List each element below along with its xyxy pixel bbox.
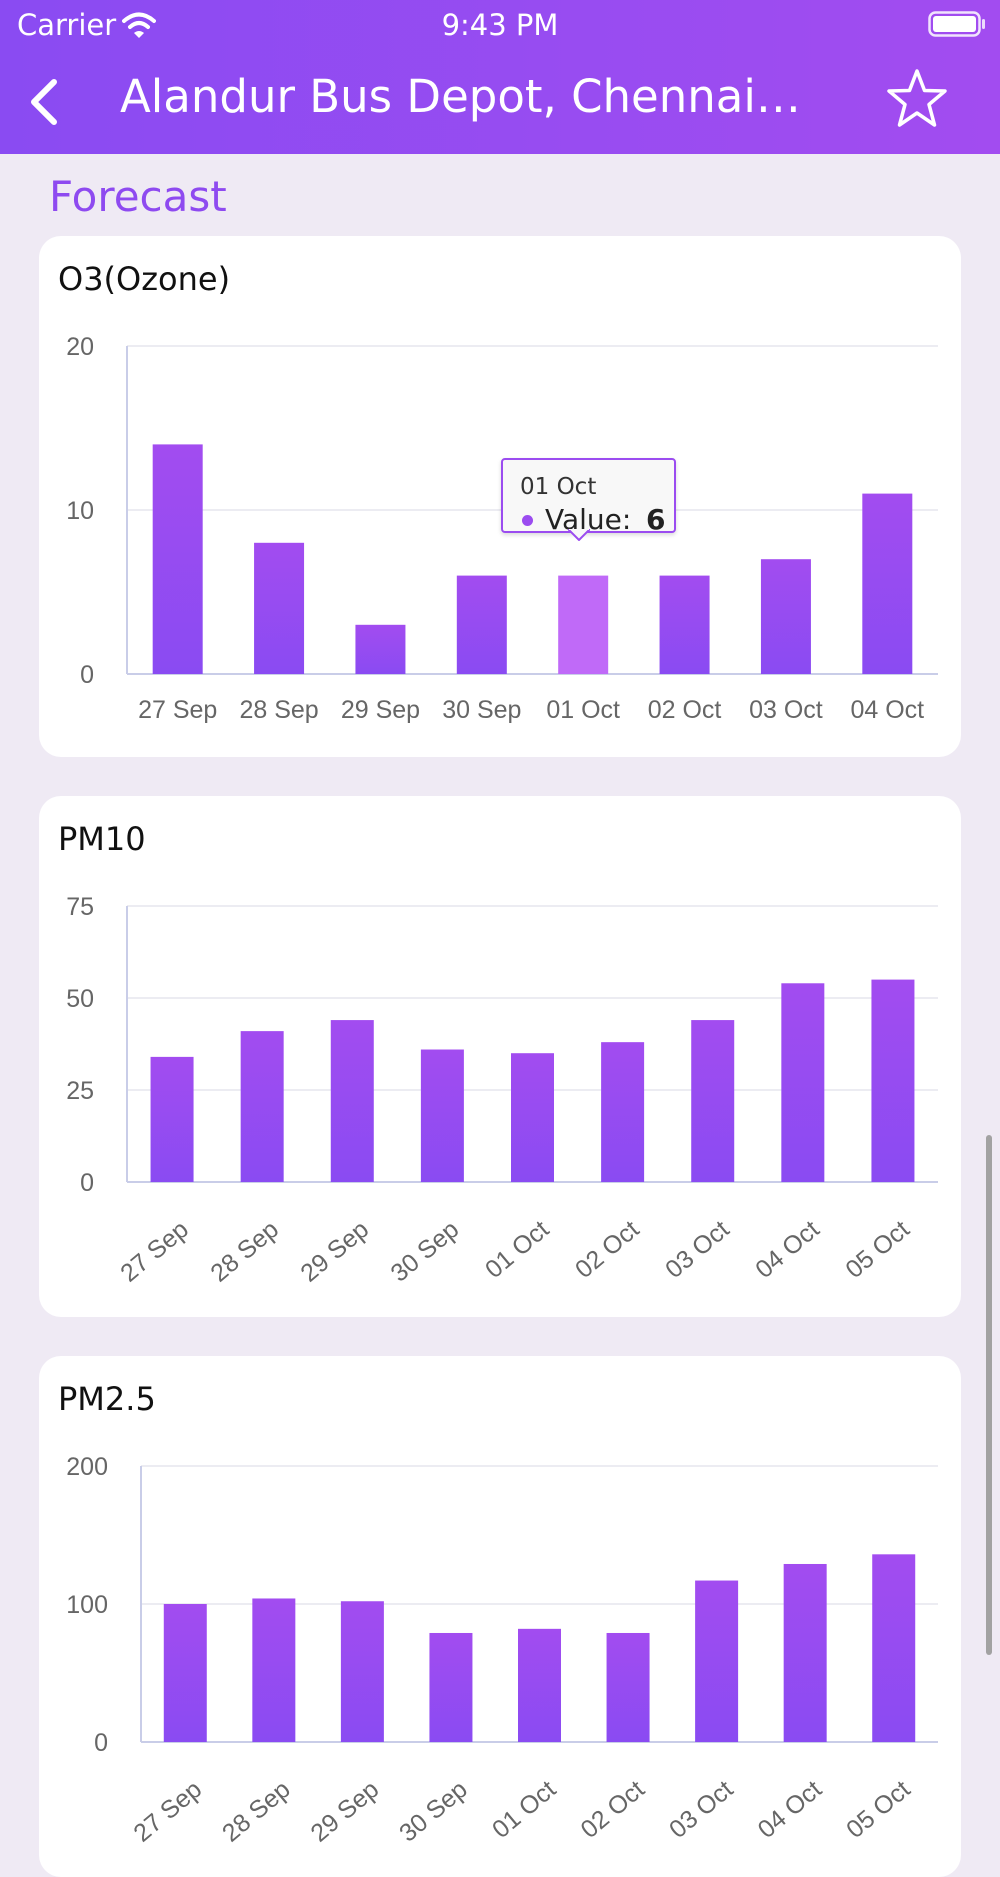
section-title: Forecast <box>49 172 227 221</box>
x-tick-label: 29 Sep <box>306 1775 385 1847</box>
y-tick-label: 0 <box>80 661 94 689</box>
tooltip-value: 6 <box>646 503 666 536</box>
x-tick-label: 03 Oct <box>749 696 823 724</box>
chart-card-o3: O3(Ozone) 0 10 20 27 Sep 28 Sep 29 Sep 30 Sep 0… <box>39 236 961 757</box>
bar[interactable] <box>252 1598 296 1742</box>
chart-tooltip: 01 Oct Value: 6 <box>501 458 676 536</box>
y-tick-label: 200 <box>66 1453 108 1481</box>
x-tick-label: 02 Oct <box>575 1775 649 1844</box>
bar[interactable] <box>150 1056 194 1182</box>
y-tick-label: 10 <box>66 497 94 525</box>
bar[interactable] <box>518 1628 561 1742</box>
y-tick-label: 0 <box>80 1169 94 1197</box>
page-title: Alandur Bus Depot, Chennai,… <box>120 70 810 123</box>
status-bar: Carrier 9:43 PM <box>0 0 1000 50</box>
chart-card-pm25: PM2.5 0 100 200 27 Sep 28 Sep 29 Sep 30 Sep 01 … <box>39 1356 961 1877</box>
x-tick-label: 29 Sep <box>295 1215 374 1287</box>
bar[interactable] <box>601 1042 645 1182</box>
x-tick-label: 28 Sep <box>217 1775 296 1847</box>
tooltip-pointer <box>568 529 590 541</box>
bar[interactable] <box>781 983 825 1182</box>
x-tick-label: 01 Oct <box>546 696 620 724</box>
favorite-button[interactable] <box>884 66 950 132</box>
x-tick-label: 30 Sep <box>386 1215 465 1287</box>
bar[interactable] <box>152 444 203 674</box>
bar[interactable] <box>163 1604 207 1742</box>
bar[interactable] <box>695 1580 739 1742</box>
chart-title: PM10 <box>58 820 146 858</box>
x-tick-label: 04 Oct <box>850 696 924 724</box>
scrollbar[interactable] <box>986 1135 992 1655</box>
x-tick-label: 02 Oct <box>570 1215 644 1284</box>
tooltip-date: 01 Oct <box>520 474 597 500</box>
x-tick-label: 01 Oct <box>480 1215 554 1284</box>
x-tick-label: 30 Sep <box>394 1775 473 1847</box>
y-tick-label: 20 <box>66 333 94 361</box>
bar[interactable] <box>558 575 609 674</box>
y-tick-label: 25 <box>66 1077 94 1105</box>
x-tick-label: 05 Oct <box>841 1775 915 1844</box>
bar[interactable] <box>254 542 305 674</box>
x-tick-label: 28 Sep <box>239 696 318 724</box>
o3-bar-chart: 0 10 20 27 Sep 28 Sep 29 Sep 30 Sep 01 Oct 02 Oc… <box>66 333 938 724</box>
y-tick-label: 75 <box>66 893 94 921</box>
y-tick-label: 0 <box>94 1729 108 1757</box>
x-tick-label: 27 Sep <box>138 696 217 724</box>
pm25-bar-chart: 0 100 200 27 Sep 28 Sep 29 Sep 30 Sep 01 Oct 02 … <box>66 1453 938 1848</box>
bar[interactable] <box>330 1020 374 1182</box>
bar[interactable] <box>760 559 811 674</box>
x-tick-label: 03 Oct <box>660 1215 734 1284</box>
bar[interactable] <box>659 575 710 674</box>
x-tick-label: 30 Sep <box>442 696 521 724</box>
pm10-bar-chart: 0 25 50 75 27 Sep 28 Sep 29 Sep 30 Sep 01 Oct 02 … <box>66 893 938 1288</box>
bar[interactable] <box>340 1601 384 1742</box>
chart-title: O3(Ozone) <box>58 260 231 298</box>
bar[interactable] <box>871 979 915 1182</box>
wifi-icon <box>122 12 156 38</box>
bar[interactable] <box>783 1563 827 1742</box>
star-outline-icon <box>887 69 947 127</box>
y-tick-label: 50 <box>66 985 94 1013</box>
chevron-left-icon <box>31 79 57 125</box>
x-tick-label: 28 Sep <box>205 1215 284 1287</box>
bar[interactable] <box>429 1632 473 1742</box>
app-header: Carrier 9:43 PM Alandur Bus Depot, Chenn… <box>0 0 1000 154</box>
carrier-label: Carrier <box>17 8 117 42</box>
battery-icon <box>928 11 985 37</box>
x-tick-label: 27 Sep <box>115 1215 194 1287</box>
y-tick-label: 100 <box>66 1591 108 1619</box>
tooltip-series-dot <box>522 515 533 526</box>
bar[interactable] <box>691 1020 735 1182</box>
bar[interactable] <box>606 1632 650 1742</box>
x-tick-label: 27 Sep <box>128 1775 207 1847</box>
x-tick-label: 05 Oct <box>840 1215 914 1284</box>
bar[interactable] <box>862 493 913 674</box>
back-button[interactable] <box>24 74 74 130</box>
bar[interactable] <box>511 1053 554 1182</box>
bar[interactable] <box>420 1049 464 1182</box>
chart-card-pm10: PM10 0 25 50 75 27 Sep 28 Sep 29 Sep 30 Sep 01 O… <box>39 796 961 1317</box>
bar[interactable] <box>240 1031 284 1182</box>
x-tick-label: 02 Oct <box>648 696 722 724</box>
x-tick-label: 04 Oct <box>750 1215 824 1284</box>
x-tick-label: 03 Oct <box>664 1775 738 1844</box>
bar[interactable] <box>456 575 507 674</box>
bar[interactable] <box>355 624 406 674</box>
status-time: 9:43 PM <box>441 8 559 42</box>
x-tick-label: 04 Oct <box>753 1775 827 1844</box>
chart-title: PM2.5 <box>58 1380 156 1418</box>
x-tick-label: 01 Oct <box>487 1775 561 1844</box>
bar[interactable] <box>872 1554 916 1742</box>
x-tick-label: 29 Sep <box>341 696 420 724</box>
